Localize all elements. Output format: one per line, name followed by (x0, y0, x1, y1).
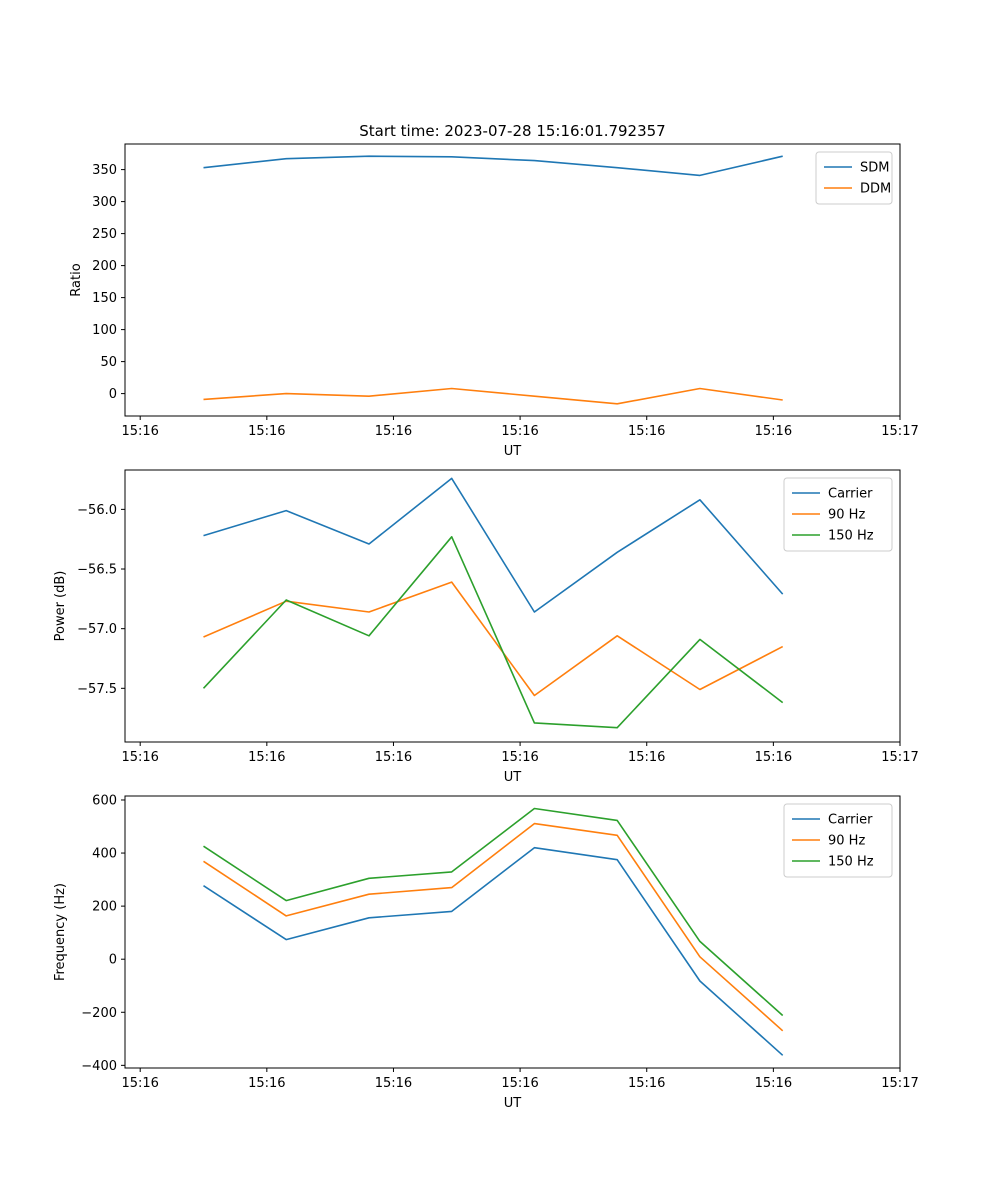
legend-label: Carrier (828, 487, 873, 502)
y-tick-label: −56.0 (77, 503, 117, 518)
y-tick-label: −56.5 (77, 563, 117, 578)
legend-box (815, 151, 893, 205)
x-axis-label: UT (504, 1096, 522, 1111)
panel-marks: 15:16 15:16 15:16 15:16 15:16 15:16 15:17 −400 −… (81, 793, 918, 1091)
x-tick-label: 15:16 (628, 424, 665, 439)
y-tick-label: 350 (92, 163, 117, 178)
series-line-carrier (203, 477, 784, 613)
series-line-ddm (203, 387, 783, 405)
x-axis-label: UT (504, 770, 522, 785)
legend-label: SDM (860, 161, 889, 176)
x-tick-label: 15:16 (375, 1076, 412, 1091)
y-axis-label: Power (dB) (53, 571, 68, 642)
series-line-carrier (203, 846, 784, 1056)
x-tick-label: 15:16 (121, 1076, 158, 1091)
series-line-90-hz (203, 822, 784, 1032)
x-tick-label: 15:16 (375, 750, 412, 765)
legend-label: Carrier (828, 813, 873, 828)
series-line-90-hz (203, 581, 784, 697)
y-tick-label: 400 (92, 847, 117, 862)
legend: Carrier 90 Hz 150 Hz (783, 477, 893, 552)
panel-frequency: 15:16 15:16 15:16 15:16 15:16 15:16 15:17 −400 −… (53, 793, 919, 1111)
y-tick-label: 300 (92, 195, 117, 210)
y-tick-label: 100 (92, 323, 117, 338)
legend-label: 90 Hz (828, 508, 865, 523)
y-tick-label: −57.5 (77, 682, 117, 697)
legend-label: 150 Hz (828, 855, 874, 870)
x-tick-label: 15:16 (501, 424, 538, 439)
legend: Carrier 90 Hz 150 Hz (783, 803, 893, 878)
x-tick-label: 15:16 (248, 424, 285, 439)
y-axis-label: Ratio (69, 263, 84, 296)
axes-frame (124, 143, 901, 417)
y-tick-label: 200 (92, 900, 117, 915)
x-tick-label: 15:17 (881, 424, 918, 439)
x-tick-label: 15:16 (755, 424, 792, 439)
x-tick-label: 15:16 (501, 750, 538, 765)
y-tick-label: −57.0 (77, 622, 117, 637)
axes-frame (124, 469, 901, 743)
x-tick-label: 15:16 (248, 1076, 285, 1091)
legend-box (783, 477, 893, 552)
x-tick-label: 15:16 (628, 750, 665, 765)
x-tick-label: 15:16 (121, 424, 158, 439)
panel-marks: 15:16 15:16 15:16 15:16 15:16 15:16 15:17 0 50 10… (92, 155, 919, 439)
legend-label: 90 Hz (828, 834, 865, 849)
legend-label: DDM (860, 182, 891, 197)
x-tick-label: 15:16 (375, 424, 412, 439)
y-tick-label: 150 (92, 291, 117, 306)
y-tick-label: 0 (109, 953, 117, 968)
y-tick-label: −400 (81, 1059, 117, 1074)
y-axis-label: Frequency (Hz) (53, 883, 68, 981)
x-tick-label: 15:16 (755, 1076, 792, 1091)
y-tick-label: 50 (100, 355, 117, 370)
x-tick-label: 15:16 (248, 750, 285, 765)
y-tick-label: 600 (92, 793, 117, 808)
series-line-sdm (203, 155, 783, 177)
panel-ratio: Start time: 2023-07-28 15:16:01.792357 1… (69, 122, 919, 459)
x-tick-label: 15:16 (755, 750, 792, 765)
legend-label: 150 Hz (828, 529, 874, 544)
x-axis-label: UT (504, 444, 522, 459)
panel-power: 15:16 15:16 15:16 15:16 15:16 15:16 15:17 −57.5… (53, 469, 919, 785)
x-tick-label: 15:17 (881, 750, 918, 765)
series-line-150-hz (202, 535, 784, 729)
x-tick-label: 15:16 (628, 1076, 665, 1091)
y-tick-label: 200 (92, 259, 117, 274)
y-tick-label: 250 (92, 227, 117, 242)
axes-frame (124, 795, 901, 1069)
legend: SDM DDM (815, 151, 893, 205)
chart-title: Start time: 2023-07-28 15:16:01.792357 (359, 122, 665, 140)
x-tick-label: 15:17 (881, 1076, 918, 1091)
y-tick-label: 0 (109, 387, 117, 402)
panel-marks: 15:16 15:16 15:16 15:16 15:16 15:16 15:17 −57.5… (77, 477, 919, 765)
x-tick-label: 15:16 (121, 750, 158, 765)
series-line-150-hz (203, 807, 784, 1017)
y-tick-label: −200 (81, 1006, 117, 1021)
legend-box (783, 803, 893, 878)
x-tick-label: 15:16 (501, 1076, 538, 1091)
